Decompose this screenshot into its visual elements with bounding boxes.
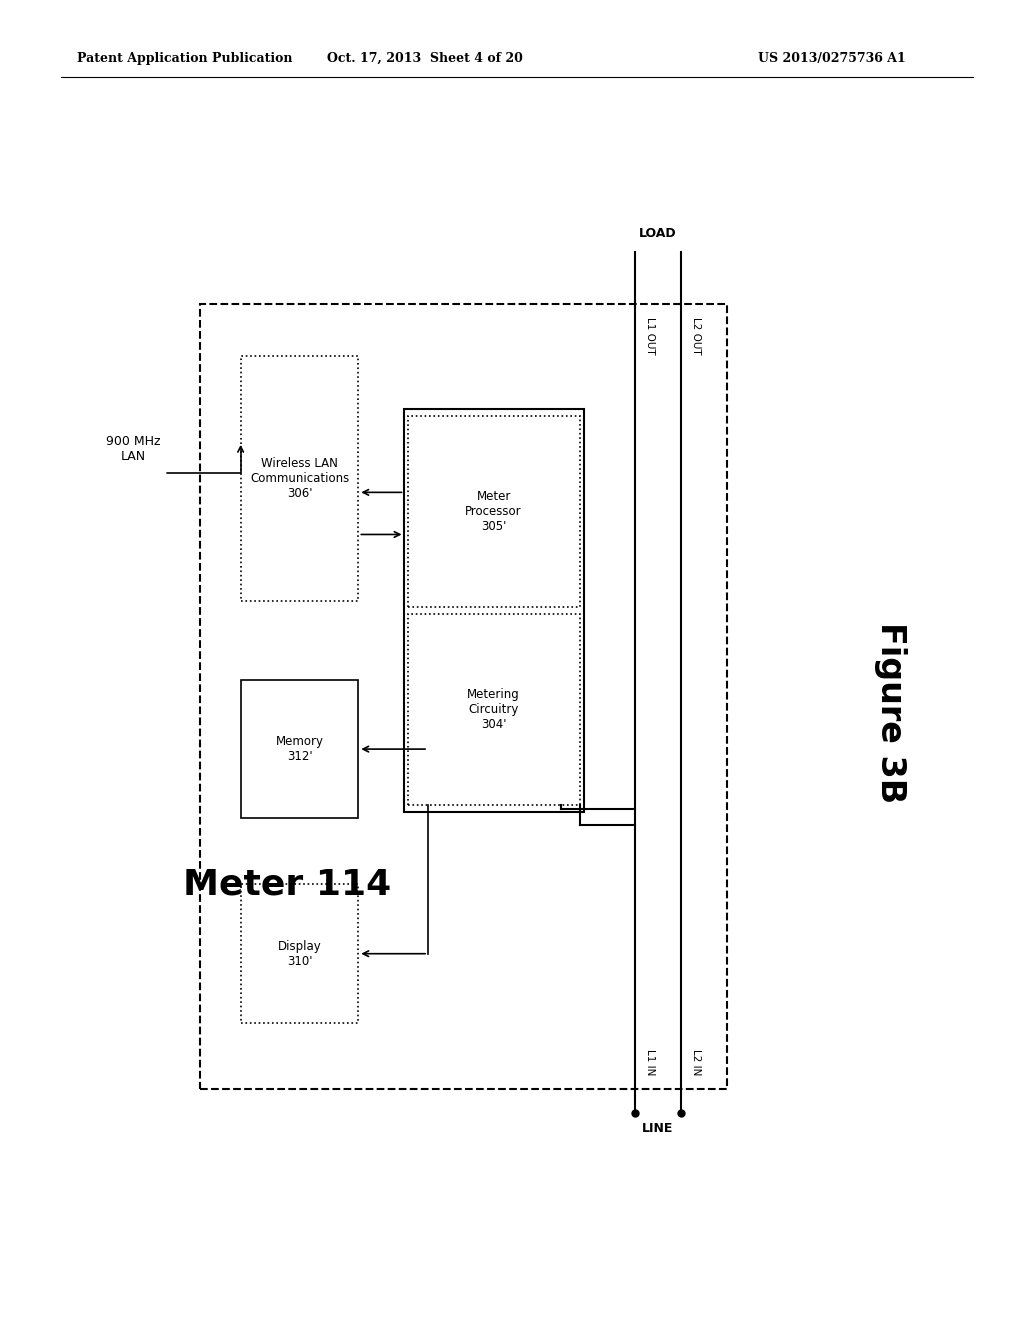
- Text: Wireless LAN
Communications
306': Wireless LAN Communications 306': [250, 457, 349, 500]
- Text: Oct. 17, 2013  Sheet 4 of 20: Oct. 17, 2013 Sheet 4 of 20: [327, 51, 523, 65]
- Text: Meter 114: Meter 114: [182, 867, 391, 902]
- Text: LINE: LINE: [642, 1122, 674, 1135]
- Text: US 2013/0275736 A1: US 2013/0275736 A1: [758, 51, 905, 65]
- Text: L1 IN: L1 IN: [645, 1049, 655, 1076]
- Text: Metering
Circuitry
304': Metering Circuitry 304': [467, 688, 520, 731]
- Bar: [241, 884, 358, 1023]
- Bar: [241, 680, 358, 818]
- Text: Patent Application Publication: Patent Application Publication: [77, 51, 292, 65]
- Bar: [408, 614, 580, 805]
- Text: L1 OUT: L1 OUT: [645, 317, 655, 355]
- Text: LOAD: LOAD: [639, 227, 677, 240]
- Text: 900 MHz
LAN: 900 MHz LAN: [105, 434, 161, 463]
- Bar: [408, 416, 580, 607]
- Text: Display
310': Display 310': [278, 940, 322, 968]
- Text: Memory
312': Memory 312': [275, 735, 324, 763]
- Text: L2 IN: L2 IN: [691, 1049, 701, 1076]
- Text: L2 OUT: L2 OUT: [691, 317, 701, 355]
- Text: Meter
Processor
305': Meter Processor 305': [465, 490, 522, 533]
- Bar: [241, 356, 358, 601]
- Text: Figure 3B: Figure 3B: [874, 622, 907, 804]
- Bar: [200, 304, 727, 1089]
- Bar: [404, 409, 584, 812]
